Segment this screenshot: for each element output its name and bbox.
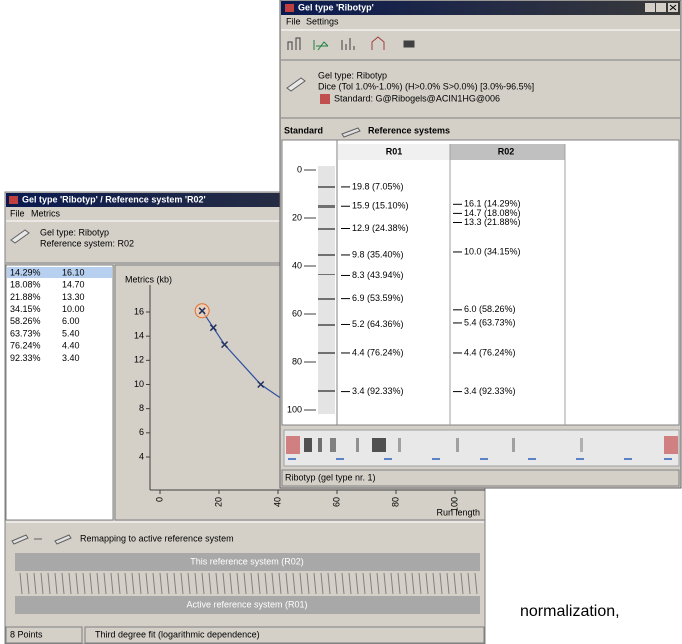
band-label: 4.4 (76.24%) bbox=[352, 347, 404, 357]
y-tick-label: 16 bbox=[134, 306, 144, 316]
status-text: Ribotyp (gel type nr. 1) bbox=[285, 472, 376, 482]
band-label: 10.0 (34.15%) bbox=[464, 246, 521, 256]
info-line: Dice (Tol 1.0%-1.0%) (H>0.0% S>0.0%) [3.… bbox=[318, 81, 534, 91]
list-cell: 34.15% bbox=[10, 304, 41, 314]
list-cell: 3.40 bbox=[62, 353, 80, 363]
menu-item[interactable]: Settings bbox=[306, 16, 339, 26]
band-label: 6.9 (53.59%) bbox=[352, 293, 404, 303]
list-cell: 14.70 bbox=[62, 280, 85, 290]
band-label: 3.4 (92.33%) bbox=[464, 386, 516, 396]
status-text: 8 Points bbox=[10, 629, 43, 639]
ruler-label: 80 bbox=[292, 356, 302, 366]
list-cell: 21.88% bbox=[10, 292, 41, 302]
y-tick-label: 4 bbox=[139, 451, 144, 461]
screenshot: Gel type 'Ribotyp' / Reference system 'R… bbox=[0, 0, 682, 644]
band-label: 9.8 (35.40%) bbox=[352, 249, 404, 259]
page: Gel type 'Ribotyp' / Reference system 'R… bbox=[0, 0, 682, 644]
band-label: 19.8 (7.05%) bbox=[352, 181, 404, 191]
window-title: Gel type 'Ribotyp' / Reference system 'R… bbox=[22, 194, 206, 204]
list-cell: 58.26% bbox=[10, 316, 41, 326]
list-cell: 18.08% bbox=[10, 280, 41, 290]
band-label: 4.4 (76.24%) bbox=[464, 347, 516, 357]
column-header: Standard bbox=[284, 125, 323, 135]
menu-item[interactable]: File bbox=[10, 208, 25, 218]
y-tick-label: 8 bbox=[139, 403, 144, 413]
list-cell: 76.24% bbox=[10, 341, 41, 351]
remap-title: Remapping to active reference system bbox=[80, 533, 234, 543]
ruler-label: 0 bbox=[297, 164, 302, 174]
x-tick-label: 40 bbox=[272, 497, 282, 507]
window-title: Gel type 'Ribotyp' bbox=[298, 2, 374, 12]
front-window: Gel type 'Ribotyp' File Settings Gel typ… bbox=[280, 0, 681, 488]
maximize-button[interactable] bbox=[656, 3, 666, 12]
band-label: 13.3 (21.88%) bbox=[464, 217, 521, 227]
minimize-button[interactable] bbox=[645, 3, 655, 12]
band-label: 12.9 (24.38%) bbox=[352, 223, 409, 233]
ruler-label: 60 bbox=[292, 308, 302, 318]
info-line: Gel type: Ribotyp bbox=[40, 227, 109, 237]
info-line: Standard: G@Ribogels@ACIN1HG@006 bbox=[334, 93, 500, 103]
tool-button[interactable] bbox=[404, 41, 414, 47]
ruler-label: 20 bbox=[292, 212, 302, 222]
list-cell: 16.10 bbox=[62, 267, 85, 277]
band-label: 6.0 (58.26%) bbox=[464, 304, 516, 314]
y-axis-title: Metrics (kb) bbox=[125, 274, 172, 284]
standard-lane bbox=[318, 166, 335, 414]
x-tick-label: 0 bbox=[154, 497, 164, 502]
list-cell: 63.73% bbox=[10, 328, 41, 338]
band-label: 8.3 (43.94%) bbox=[352, 270, 404, 280]
column-name: R01 bbox=[386, 146, 403, 156]
column-name: R02 bbox=[498, 146, 515, 156]
caption: normalization, bbox=[520, 603, 620, 620]
reference-bar-label: Active reference system (R01) bbox=[186, 599, 307, 609]
band-label: 5.4 (63.73%) bbox=[464, 317, 516, 327]
list-cell: 92.33% bbox=[10, 353, 41, 363]
ruler-label: 40 bbox=[292, 260, 302, 270]
list-cell: 10.00 bbox=[62, 304, 85, 314]
y-tick-label: 10 bbox=[134, 379, 144, 389]
x-tick-label: 100 bbox=[449, 497, 459, 512]
band-label: 15.9 (15.10%) bbox=[352, 201, 409, 211]
band-label: 3.4 (92.33%) bbox=[352, 386, 404, 396]
info-line: Gel type: Ribotyp bbox=[318, 70, 387, 80]
x-tick-label: 80 bbox=[390, 497, 400, 507]
reference-bar-label: This reference system (R02) bbox=[190, 556, 304, 566]
window-icon bbox=[9, 196, 18, 204]
menu-item[interactable]: File bbox=[286, 16, 301, 26]
gel-strip bbox=[284, 430, 679, 466]
list-cell: 4.40 bbox=[62, 341, 80, 351]
x-tick-label: 20 bbox=[213, 497, 223, 507]
standard-icon bbox=[320, 94, 330, 104]
window-icon bbox=[285, 4, 294, 12]
gel-view bbox=[282, 140, 679, 425]
list-cell: 5.40 bbox=[62, 328, 80, 338]
y-tick-label: 12 bbox=[134, 355, 144, 365]
y-tick-label: 6 bbox=[139, 427, 144, 437]
column-header: Reference systems bbox=[368, 125, 450, 135]
list-cell: 6.00 bbox=[62, 316, 80, 326]
band-label: 5.2 (64.36%) bbox=[352, 319, 404, 329]
menu-item[interactable]: Metrics bbox=[31, 208, 60, 218]
x-tick-label: 60 bbox=[331, 497, 341, 507]
status-text: Third degree fit (logarithmic dependence… bbox=[95, 629, 260, 639]
ruler-label: 100 bbox=[287, 404, 302, 414]
y-tick-label: 14 bbox=[134, 331, 144, 341]
list-cell: 14.29% bbox=[10, 267, 41, 277]
info-line: Reference system: R02 bbox=[40, 238, 134, 248]
list-cell: 13.30 bbox=[62, 292, 85, 302]
